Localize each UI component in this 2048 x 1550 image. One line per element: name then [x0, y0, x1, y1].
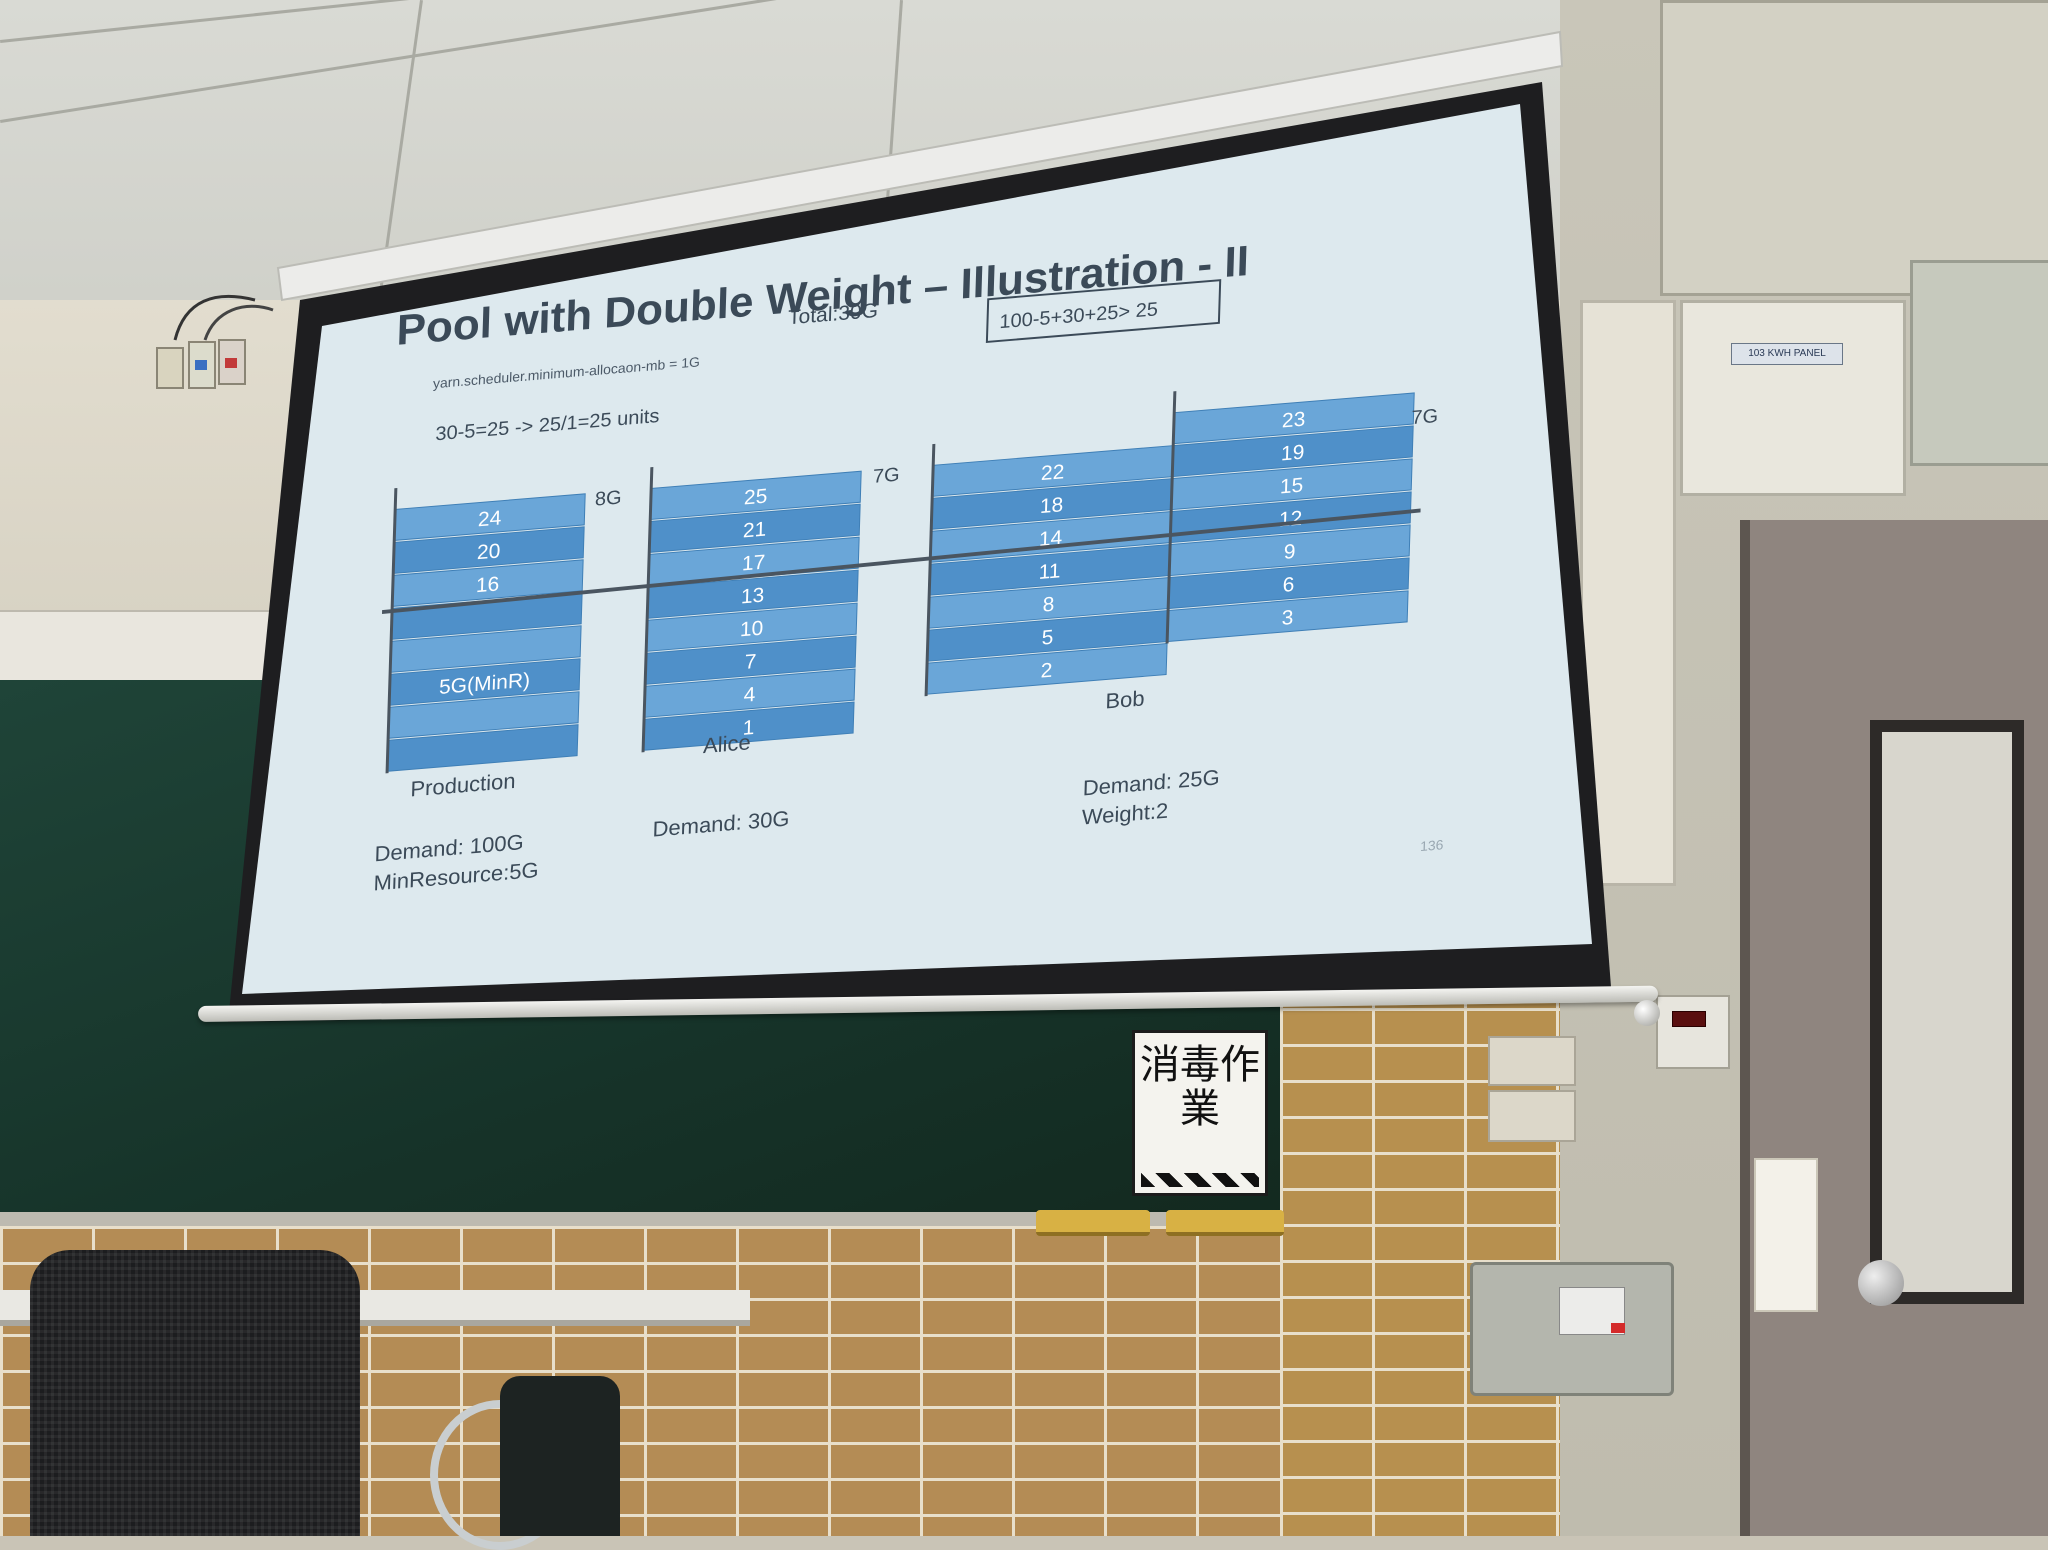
- wall-socket-top: [1488, 1036, 1576, 1086]
- timer-box: [1656, 995, 1730, 1069]
- pillar: [1580, 300, 1676, 886]
- capacity-label-alice: 7G: [873, 464, 900, 488]
- door-window: [1870, 720, 2024, 1304]
- container-wall-left-bob-right: [1165, 391, 1177, 644]
- eraser-right[interactable]: [1166, 1210, 1284, 1236]
- container-wall-left-alice: [641, 466, 654, 753]
- block-label-bob-right-2: 15: [1280, 474, 1304, 499]
- door-knob[interactable]: [1858, 1260, 1904, 1306]
- panel-label: 103 KWH PANEL: [1731, 343, 1843, 365]
- block-label-bob-right-5: 6: [1282, 573, 1294, 597]
- block-label-alice-3: 13: [741, 584, 765, 609]
- block-label-bob-right-4: 9: [1283, 540, 1295, 564]
- eraser-left[interactable]: [1036, 1210, 1150, 1236]
- block-label-bob-right-1: 19: [1281, 441, 1305, 466]
- wall-cabinet: [1660, 0, 2048, 296]
- slide-surface: [242, 104, 1592, 994]
- sign-stripes: [1141, 1173, 1259, 1187]
- meter-lamp: [1611, 1323, 1625, 1333]
- block-label-production-0: 24: [478, 507, 502, 532]
- block-label-alice-1: 21: [743, 518, 767, 543]
- screen-pull-knob[interactable]: [1634, 1000, 1660, 1026]
- electric-panel: 103 KWH PANEL: [1680, 300, 1906, 496]
- block-label-bob-right-6: 3: [1281, 606, 1293, 630]
- block-label-production-2: 16: [476, 573, 500, 598]
- container-wall-left-production: [385, 487, 398, 774]
- disinfection-sign: 消毒作業: [1132, 1030, 1268, 1196]
- led-display: [1672, 1011, 1706, 1027]
- block-label-bob-left-0: 22: [1041, 461, 1065, 486]
- block-label-alice-7: 1: [742, 716, 754, 740]
- pool-alice: 25 21 17 13 10 7 4 1: [641, 466, 862, 753]
- block-label-production-1: 20: [477, 540, 501, 565]
- door[interactable]: [1740, 520, 2048, 1536]
- sign-text: 消毒作業: [1140, 1042, 1260, 1132]
- block-label-bob-left-6: 2: [1040, 659, 1052, 683]
- container-wall-left-bob-left: [924, 443, 936, 697]
- block-label-alice-4: 10: [740, 617, 764, 642]
- capacity-label-bob: 7G: [1411, 405, 1438, 429]
- pool-name-alice: Alice: [703, 730, 751, 758]
- wall-socket-bottom: [1488, 1090, 1576, 1142]
- capacity-label-production: 8G: [595, 487, 622, 511]
- pool-name-bob: Bob: [1105, 686, 1145, 714]
- block-label-bob-left-4: 8: [1042, 593, 1054, 617]
- page-number: 136: [1420, 836, 1444, 854]
- fair-share-line: [382, 508, 1421, 615]
- block-label-bob-right-3: 12: [1279, 507, 1303, 532]
- wall-notice: [1754, 1158, 1818, 1312]
- block-label-bob-left-5: 5: [1041, 626, 1053, 650]
- block-label-alice-5: 7: [744, 650, 756, 674]
- meter-box: [1470, 1262, 1674, 1396]
- junction-box: [1910, 260, 2048, 466]
- wall-outlets: [156, 294, 274, 389]
- block-label-alice-6: 4: [743, 683, 755, 707]
- block-label-alice-2: 17: [742, 551, 766, 576]
- screen-housing: [276, 30, 1564, 302]
- chair: [30, 1250, 360, 1536]
- block-label-bob-left-3: 11: [1038, 560, 1060, 584]
- water-bottle: [500, 1376, 620, 1536]
- block-label-alice-0: 25: [744, 485, 768, 510]
- formula-box: [985, 279, 1222, 343]
- block-label-bob-left-1: 18: [1040, 494, 1064, 519]
- block-label-bob-right-0: 23: [1282, 408, 1306, 433]
